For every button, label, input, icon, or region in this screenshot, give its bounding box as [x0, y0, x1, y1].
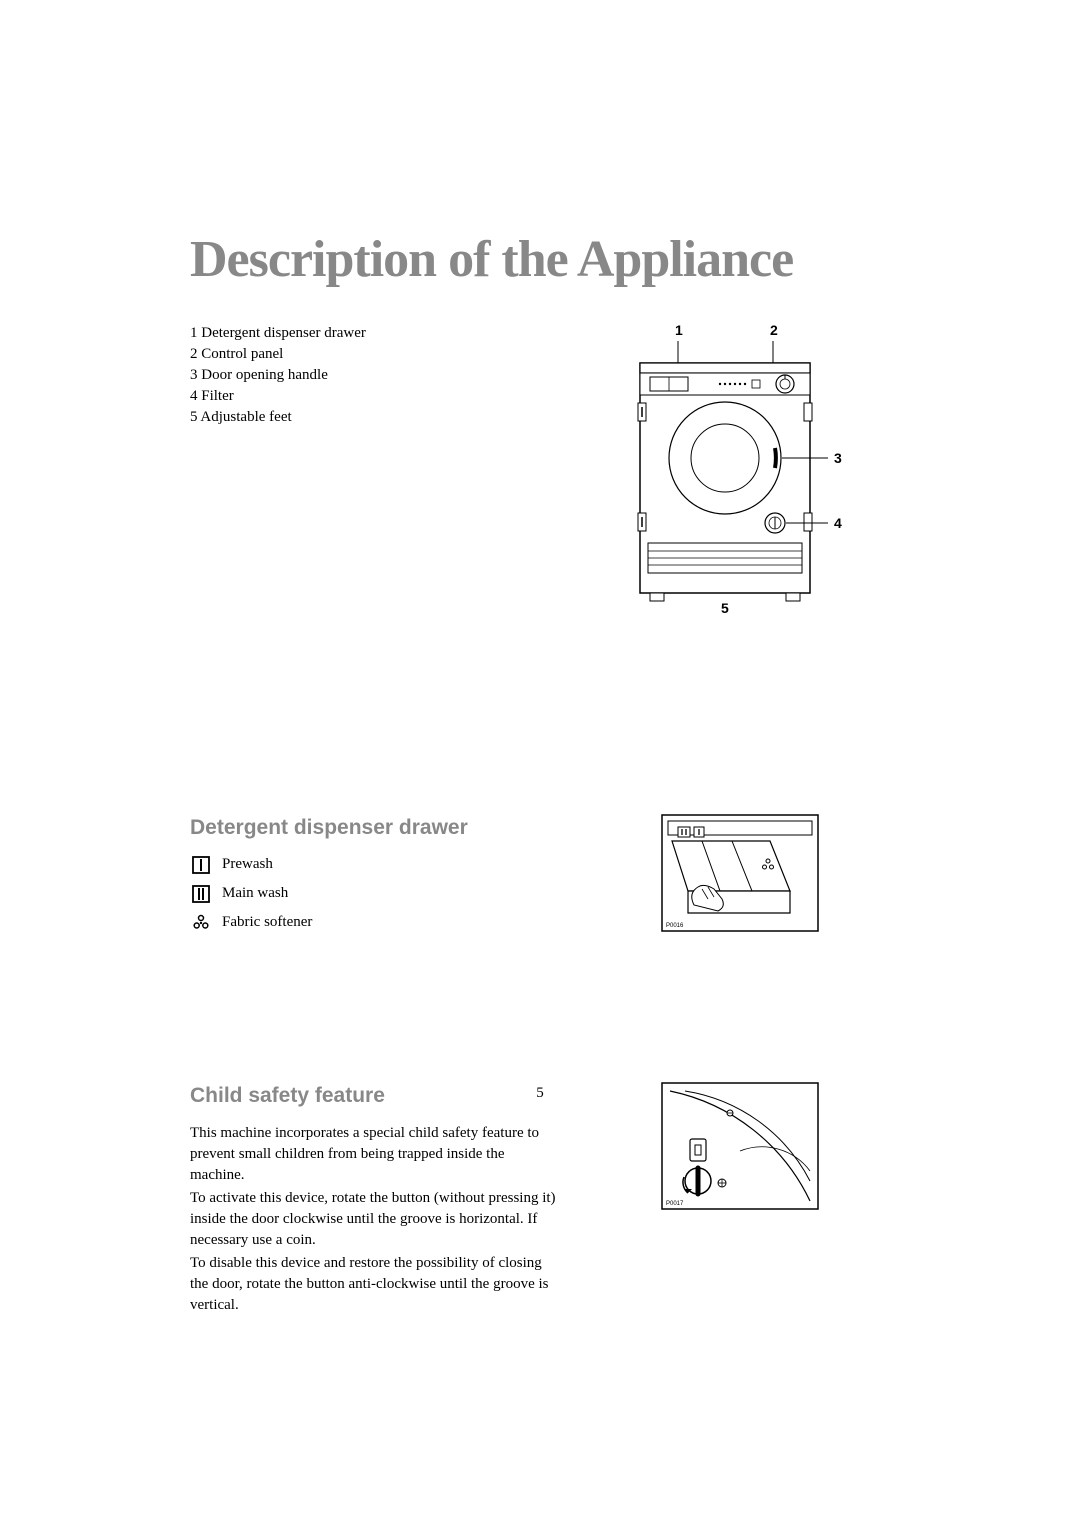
- child-safety-paragraph: To activate this device, rotate the butt…: [190, 1188, 560, 1251]
- diagram-label-2: 2: [770, 323, 778, 338]
- detergent-item-label: Prewash: [222, 854, 273, 875]
- parts-section: 1 Detergent dispenser drawer 2 Control p…: [190, 323, 890, 613]
- parts-item: 1 Detergent dispenser drawer: [190, 323, 560, 344]
- diagram-label-3: 3: [834, 450, 842, 466]
- detergent-drawer-diagram: P0016: [590, 813, 890, 941]
- page-number: 5: [190, 1085, 890, 1102]
- child-safety-diagram: P0017: [590, 1081, 890, 1315]
- softener-icon: [190, 914, 212, 932]
- child-safety-paragraph: To disable this device and restore the p…: [190, 1253, 560, 1316]
- appliance-diagram: 1 2: [590, 323, 890, 613]
- detergent-section: Detergent dispenser drawer Prewash: [190, 813, 890, 941]
- prewash-icon: [190, 856, 212, 874]
- svg-text:P0017: P0017: [666, 1201, 684, 1207]
- parts-item: 2 Control panel: [190, 344, 560, 365]
- detergent-item-label: Fabric softener: [222, 912, 312, 933]
- diagram-label-5: 5: [721, 600, 729, 613]
- child-safety-paragraph: This machine incorporates a special chil…: [190, 1123, 560, 1186]
- detergent-item-label: Main wash: [222, 883, 288, 904]
- parts-item: 5 Adjustable feet: [190, 407, 560, 428]
- mainwash-icon: [190, 885, 212, 903]
- detergent-item: Main wash: [190, 883, 560, 904]
- child-safety-section: Child safety feature This machine incorp…: [190, 1081, 890, 1315]
- parts-item: 3 Door opening handle: [190, 365, 560, 386]
- parts-list: 1 Detergent dispenser drawer 2 Control p…: [190, 323, 560, 613]
- page-title: Description of the Appliance: [190, 230, 890, 289]
- detergent-item: Fabric softener: [190, 912, 560, 933]
- parts-item: 4 Filter: [190, 386, 560, 407]
- diagram-label-1: 1: [675, 323, 683, 338]
- diagram-label-4: 4: [834, 515, 842, 531]
- detergent-heading: Detergent dispenser drawer: [190, 813, 560, 842]
- svg-text:P0016: P0016: [666, 923, 684, 929]
- detergent-item: Prewash: [190, 854, 560, 875]
